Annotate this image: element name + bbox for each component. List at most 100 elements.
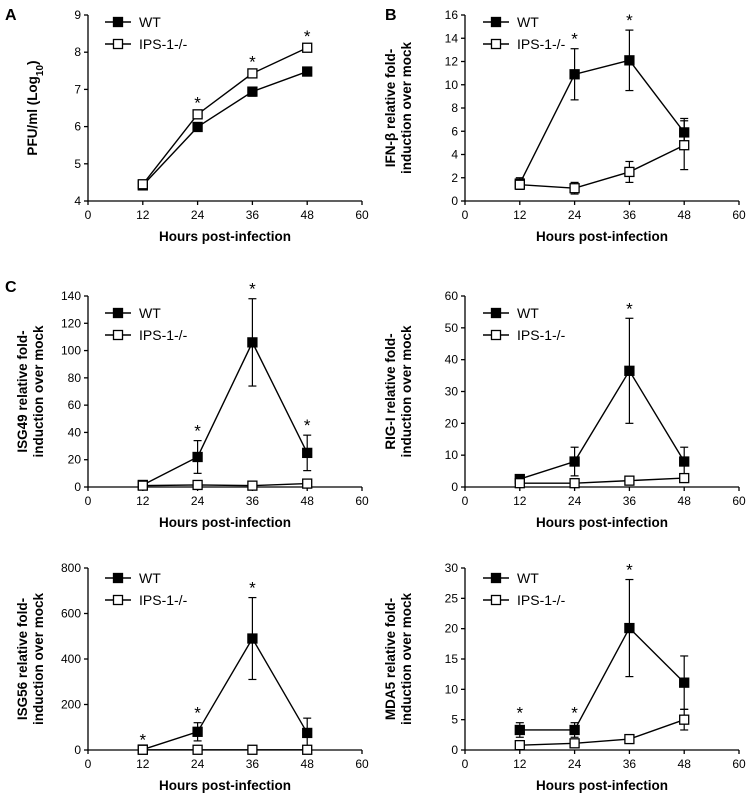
chart-c4-data-point: [679, 677, 690, 688]
chart-c4-data-point: [679, 714, 690, 725]
chart-b-series-line: [519, 59, 685, 184]
chart-a-data-point: [192, 109, 203, 120]
chart-a-x-tick-label: 60: [355, 208, 369, 222]
chart-c3-x-tick-label: 36: [246, 757, 260, 771]
chart-a-data-point: [302, 66, 313, 77]
chart-c3-y-tick-label: 200: [61, 698, 81, 712]
chart-c3-legend-label: IPS-1-/-: [139, 592, 188, 608]
chart-c1-y-tick-label: 40: [68, 425, 82, 439]
chart-c4-y-tick-label: 30: [445, 561, 459, 575]
chart-c4-legend-label: WT: [517, 570, 539, 586]
chart-c4-series-ips1: [514, 708, 690, 751]
chart-c2-y-tick-label: 10: [445, 448, 459, 462]
chart-c1-data-point: [302, 478, 313, 489]
chart-c3-legend-marker: [112, 572, 124, 584]
chart-b-data-point: [569, 183, 580, 194]
chart-b-x-tick-label: 12: [513, 208, 527, 222]
panel-label-a: A: [5, 7, 17, 24]
chart-a-x-tick-label: 48: [301, 208, 315, 222]
chart-c3-x-axis-title: Hours post-infection: [159, 778, 291, 793]
chart-b-data-point: [679, 140, 690, 151]
chart-a-series-wt: [137, 66, 313, 191]
chart-a-y-tick-label: 9: [74, 8, 81, 22]
chart-c1-y-tick-label: 0: [74, 480, 81, 494]
chart-a-y-axis-title: PFU/ml (Log10): [25, 60, 46, 155]
chart-c2-x-tick-label: 36: [623, 494, 637, 508]
chart-c3-data-point: [302, 727, 313, 739]
chart-a-series-ips1: [137, 42, 313, 190]
chart-c1-y-tick-label: 80: [68, 371, 82, 385]
chart-c2-data-point: [569, 478, 580, 489]
chart-b-y-tick-label: 4: [451, 148, 458, 162]
chart-a-x-axis-title: Hours post-infection: [159, 229, 291, 244]
chart-a-series-line: [142, 47, 308, 185]
chart-c3-y-tick-label: 800: [61, 561, 81, 575]
chart-c1-data-point: [137, 480, 148, 491]
chart-c3-data-point: [247, 633, 258, 644]
chart-c2-x-axis-title: Hours post-infection: [536, 515, 668, 530]
chart-c4-data-point: [624, 733, 635, 745]
chart-a-legend-marker: [112, 16, 124, 28]
chart-b-y-tick-label: 2: [451, 171, 458, 185]
chart-c1-data-point: [247, 337, 258, 348]
chart-c2-legend-label: IPS-1-/-: [517, 327, 566, 343]
chart-c1-y-tick-label: 100: [61, 344, 81, 358]
chart-c1-significance-star: *: [249, 280, 256, 299]
chart-c3-data-point: [192, 726, 203, 737]
chart-c4-x-tick-label: 12: [513, 757, 527, 771]
chart-c4: 0 12 24 36 48 60 0 5 10 15 20 25 30 Hours post-infect…: [383, 561, 746, 793]
chart-c2-series-line: [519, 369, 685, 480]
chart-c3-series-ips1: [137, 744, 313, 755]
chart-b-y-tick-label: 14: [445, 31, 459, 45]
chart-b-significance-star: *: [626, 11, 633, 30]
chart-c4-series-line: [519, 626, 685, 731]
chart-c4-data-point: [624, 622, 635, 634]
chart-c1-legend-label: IPS-1-/-: [139, 327, 188, 343]
chart-c1-x-tick-label: 24: [191, 494, 205, 508]
chart-b-x-axis-title: Hours post-infection: [536, 229, 668, 244]
chart-c2-y-tick-label: 0: [451, 480, 458, 494]
chart-a-data-point: [192, 121, 203, 133]
chart-b-y-axis-title-line: induction over mock: [399, 42, 414, 175]
chart-c4-y-tick-label: 0: [451, 743, 458, 757]
chart-c1-y-axis-title-line: ISG49 relative fold-: [15, 330, 30, 452]
chart-b-y-tick-label: 6: [451, 124, 458, 138]
chart-b-y-tick-label: 10: [445, 78, 459, 92]
chart-c3-data-point: [192, 744, 203, 755]
chart-a-data-point: [137, 179, 148, 190]
chart-a-y-tick-label: 5: [74, 157, 81, 171]
chart-c2-y-tick-label: 30: [445, 385, 459, 399]
chart-c2-y-tick-label: 60: [445, 289, 459, 303]
chart-b-x-tick-label: 60: [732, 208, 746, 222]
chart-c4-y-axis-title-line: MDA5 relative fold-: [383, 598, 398, 720]
chart-c4-significance-star: *: [571, 704, 578, 723]
chart-c4-y-tick-label: 20: [445, 622, 459, 636]
chart-c1-legend-marker: [112, 307, 124, 319]
chart-a-significance-star: *: [249, 53, 256, 72]
chart-c3-legend-marker: [112, 594, 124, 606]
chart-a-legend-label: IPS-1-/-: [139, 36, 188, 52]
chart-c1-y-tick-label: 20: [68, 453, 82, 467]
chart-a-data-point: [247, 86, 258, 97]
chart-a: 0 12 24 36 48 60 4 5 6 7 8 9 Hours post-infection PFU…: [25, 8, 369, 244]
chart-c2-significance-star: *: [626, 299, 633, 318]
chart-b-y-tick-label: 8: [451, 101, 458, 115]
chart-a-y-tick-label: 6: [74, 120, 81, 134]
chart-a-x-tick-label: 36: [246, 208, 260, 222]
chart-b-y-axis-title-line: IFN-β relative fold-: [383, 49, 398, 168]
chart-c1-legend-marker: [112, 329, 124, 341]
chart-b-legend-label: WT: [517, 14, 539, 30]
chart-c2-y-tick-label: 50: [445, 321, 459, 335]
chart-c1-data-point: [192, 479, 203, 491]
chart-c1-significance-star: *: [304, 416, 311, 435]
chart-c1-data-point: [192, 451, 203, 463]
chart-c1-x-tick-label: 0: [85, 494, 92, 508]
chart-c2-data-point: [679, 472, 690, 484]
chart-c2-data-point: [569, 456, 580, 467]
chart-c2-data-point: [624, 365, 635, 376]
chart-c1-series-line: [142, 482, 308, 487]
chart-c3-series-wt: [137, 596, 313, 755]
chart-b-y-tick-label: 16: [445, 8, 459, 22]
